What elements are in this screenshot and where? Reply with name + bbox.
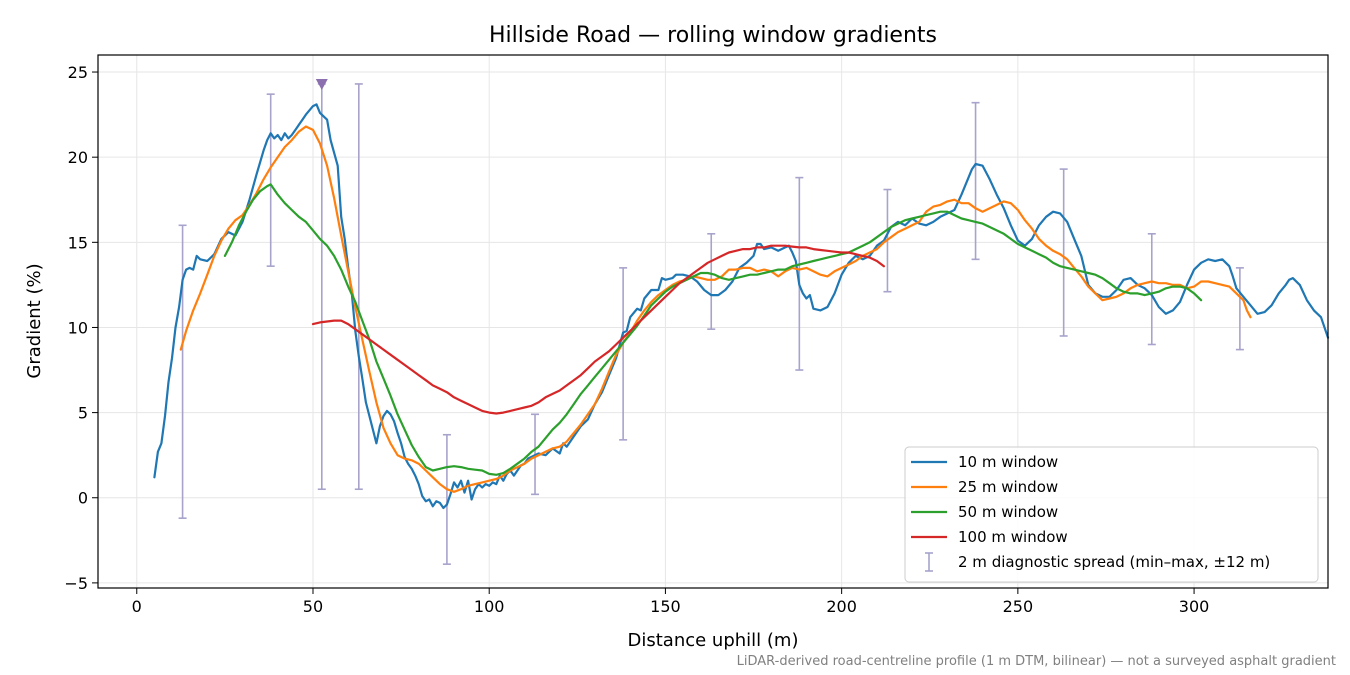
chart-title: Hillside Road — rolling window gradients	[489, 23, 937, 48]
error-bar	[266, 93, 275, 267]
plot-frame	[97, 54, 1329, 589]
legend-entry: 25 m window	[911, 478, 1058, 496]
error-bar	[619, 267, 628, 441]
legend-entry: 100 m window	[911, 528, 1068, 546]
peak-marker	[315, 78, 328, 90]
legend-label: 50 m window	[958, 503, 1058, 521]
legend-entry: 10 m window	[911, 453, 1058, 471]
grid-lines	[98, 55, 1328, 588]
error-bar	[795, 176, 804, 371]
error-bar	[707, 233, 716, 330]
x-tick-label: 50	[303, 597, 323, 616]
series-line	[311, 244, 885, 415]
y-tick-label: 0	[78, 489, 88, 508]
x-axis-label: Distance uphill (m)	[628, 630, 799, 651]
x-axis-ticks: 0 50 100 150 200 250 300	[132, 588, 1210, 616]
legend-entry: 50 m window	[911, 503, 1058, 521]
legend-entry: 2 m diagnostic spread (min–max, ±12 m)	[925, 552, 1270, 572]
x-tick-label: 300	[1179, 597, 1210, 616]
error-bar	[971, 101, 980, 261]
legend-label: 100 m window	[958, 528, 1068, 546]
peak-marker-group	[315, 78, 328, 90]
legend-label: 10 m window	[958, 453, 1058, 471]
legend: 10 m window 25 m window 50 m window 100 m w…	[904, 446, 1319, 583]
y-tick-label: 15	[68, 233, 88, 252]
y-tick-label: 10	[68, 318, 88, 337]
y-tick-label: 20	[68, 148, 88, 167]
y-tick-label: −5	[64, 574, 88, 593]
error-bar	[317, 83, 326, 491]
footnote: LiDAR-derived road-centreline profile (1…	[737, 654, 1336, 669]
series-line	[179, 125, 1252, 493]
error-bar	[178, 224, 187, 519]
series-lines	[153, 103, 1330, 510]
error-bar	[354, 83, 363, 491]
y-tick-label: 5	[78, 404, 88, 423]
series-line	[153, 103, 1330, 510]
y-axis-ticks: −5 0 5 10 15 20 25	[64, 63, 98, 593]
x-tick-label: 250	[1003, 597, 1034, 616]
legend-label: 2 m diagnostic spread (min–max, ±12 m)	[958, 553, 1270, 571]
legend-label: 25 m window	[958, 478, 1058, 496]
y-axis-label: Gradient (%)	[24, 263, 45, 378]
y-tick-label: 25	[68, 63, 88, 82]
error-bar	[1147, 233, 1156, 346]
series-line	[223, 183, 1203, 476]
x-tick-label: 200	[826, 597, 857, 616]
x-tick-label: 100	[474, 597, 505, 616]
x-tick-label: 150	[650, 597, 681, 616]
legend-box	[904, 446, 1319, 583]
error-bar	[442, 433, 451, 565]
error-bar	[1059, 168, 1068, 337]
error-bar	[1235, 267, 1244, 351]
x-tick-label: 0	[132, 597, 142, 616]
